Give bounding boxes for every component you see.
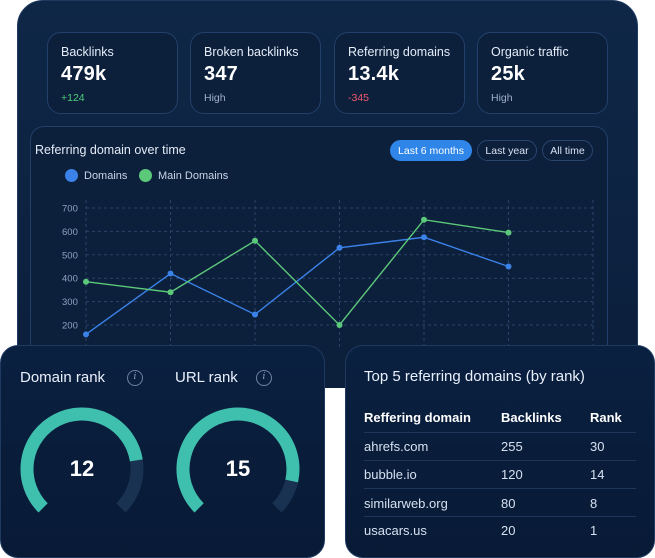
data-point xyxy=(421,216,427,223)
data-point xyxy=(505,229,512,236)
stat-change: High xyxy=(204,92,226,104)
domain-rank-value: 12 xyxy=(69,456,95,481)
legend-dot-domains xyxy=(65,169,78,182)
legend-dot-main-domains xyxy=(139,169,152,182)
url-rank-gauge-fill xyxy=(176,407,300,513)
y-tick-label: 300 xyxy=(62,297,78,308)
cell-backlinks: 80 xyxy=(501,496,516,511)
series-line-main-domains xyxy=(85,218,509,327)
legend-label: Main Domains xyxy=(158,169,229,182)
range-all-time-button[interactable]: All time xyxy=(542,140,593,161)
cell-rank: 30 xyxy=(590,439,605,454)
row-divider xyxy=(364,432,636,433)
chart-card xyxy=(30,126,608,388)
info-icon[interactable]: i xyxy=(127,370,143,386)
range-last-year-button[interactable]: Last year xyxy=(477,140,537,161)
stat-value: 25k xyxy=(491,63,525,85)
stat-card-organic-traffic[interactable]: Organic traffic 25k High xyxy=(477,32,608,114)
stat-title: Backlinks xyxy=(61,45,114,59)
cell-domain[interactable]: ahrefs.com xyxy=(364,439,429,454)
data-point xyxy=(505,263,512,270)
stat-card-broken-backlinks[interactable]: Broken backlinks 347 High xyxy=(190,32,321,114)
data-point xyxy=(252,237,258,244)
stat-value: 479k xyxy=(61,63,107,85)
cell-backlinks: 120 xyxy=(501,467,523,482)
y-tick-label: 500 xyxy=(62,250,78,261)
data-point xyxy=(83,331,89,338)
stat-change: High xyxy=(491,92,513,104)
stat-card-backlinks[interactable]: Backlinks 479k +124 xyxy=(47,32,178,114)
cell-domain[interactable]: bubble.io xyxy=(364,467,417,482)
y-tick-label: 400 xyxy=(62,274,78,285)
stat-value: 13.4k xyxy=(348,63,400,85)
data-point xyxy=(83,278,89,285)
column-header-rank: Rank xyxy=(590,410,622,425)
top-domains-title: Top 5 referring domains (by rank) xyxy=(364,368,585,385)
stat-title: Referring domains xyxy=(348,45,451,59)
series-line-domains xyxy=(85,236,509,335)
domain-rank-label: Domain rank xyxy=(20,369,106,386)
cell-rank: 1 xyxy=(590,523,598,538)
cell-domain[interactable]: usacars.us xyxy=(364,523,427,538)
top-domains-card xyxy=(345,345,655,558)
cell-rank: 8 xyxy=(590,496,598,511)
stat-title: Organic traffic xyxy=(491,45,569,59)
data-point xyxy=(336,244,343,251)
y-tick-label: 200 xyxy=(62,321,78,332)
cell-backlinks: 20 xyxy=(501,523,516,538)
column-header-domain: Reffering domain xyxy=(364,410,471,425)
cell-domain[interactable]: similarweb.org xyxy=(364,496,448,511)
line-chart: 200 300 400 500 600 700 xyxy=(62,200,594,348)
column-header-backlinks: Backlinks xyxy=(501,410,562,425)
data-point xyxy=(252,311,258,318)
data-point xyxy=(167,289,174,296)
url-rank-label: URL rank xyxy=(175,369,238,386)
legend-label: Domains xyxy=(84,169,128,182)
y-tick-label: 600 xyxy=(62,227,78,238)
legend-main-domains[interactable]: Main Domains xyxy=(139,169,228,182)
cell-backlinks: 255 xyxy=(501,439,523,454)
range-last-6-months-button[interactable]: Last 6 months xyxy=(390,140,472,161)
stat-value: 347 xyxy=(204,63,238,85)
stat-change: -345 xyxy=(348,92,370,104)
cell-rank: 14 xyxy=(590,467,605,482)
domain-rank-gauge-fill xyxy=(20,407,143,513)
data-point xyxy=(336,322,343,328)
legend-domains[interactable]: Domains xyxy=(65,169,127,182)
stat-title: Broken backlinks xyxy=(204,45,299,59)
info-icon[interactable]: i xyxy=(256,370,272,386)
y-tick-label: 700 xyxy=(62,204,78,215)
row-divider xyxy=(364,460,636,461)
stat-change: +124 xyxy=(61,92,85,104)
rank-gauges xyxy=(20,407,300,513)
data-point xyxy=(421,234,427,241)
data-point xyxy=(167,270,174,277)
stat-card-referring-domains[interactable]: Referring domains 13.4k -345 xyxy=(334,32,465,114)
row-divider xyxy=(364,488,636,489)
chart-title: Referring domain over time xyxy=(35,143,186,157)
url-rank-value: 15 xyxy=(225,456,251,481)
row-divider xyxy=(364,516,636,517)
